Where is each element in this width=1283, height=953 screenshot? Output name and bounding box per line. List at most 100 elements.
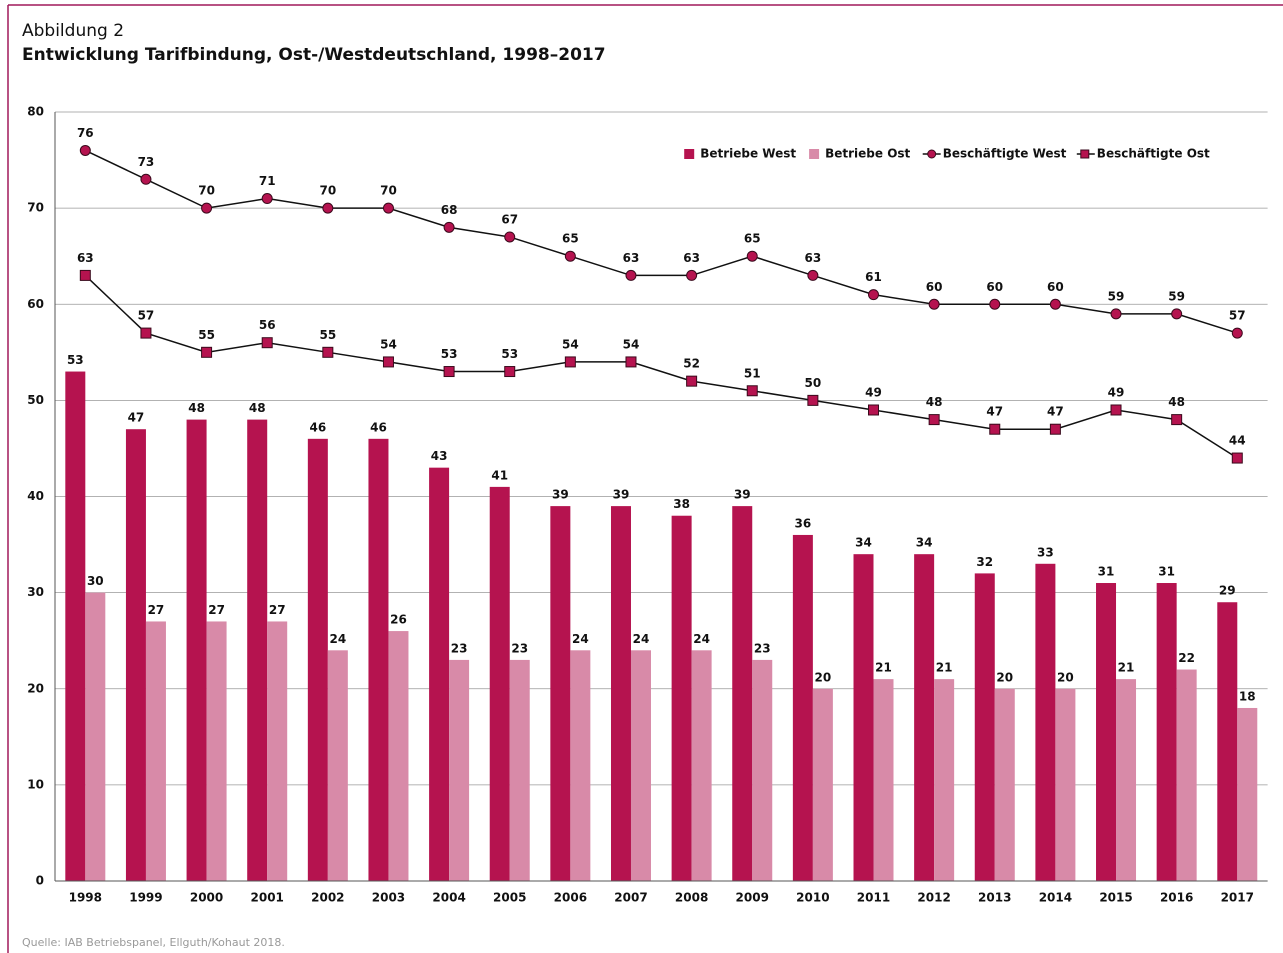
data-label: 44 bbox=[1229, 434, 1246, 448]
marker bbox=[443, 221, 455, 233]
data-label: 57 bbox=[1229, 309, 1246, 323]
data-label: 63 bbox=[77, 251, 94, 265]
x-tick-label: 2004 bbox=[432, 891, 465, 905]
data-label: 70 bbox=[198, 184, 215, 198]
data-label: 59 bbox=[1108, 289, 1125, 303]
legend-label: Betriebe West bbox=[700, 147, 796, 161]
bar bbox=[307, 438, 328, 881]
bar bbox=[994, 688, 1015, 881]
legend-label: Beschäftigte Ost bbox=[1097, 147, 1210, 161]
data-label: 21 bbox=[875, 661, 892, 675]
data-label: 20 bbox=[996, 670, 1013, 684]
y-tick-label: 0 bbox=[36, 874, 44, 888]
data-label: 49 bbox=[1108, 385, 1125, 399]
data-label: 48 bbox=[188, 401, 205, 415]
bar bbox=[812, 688, 833, 881]
data-label: 27 bbox=[208, 603, 225, 617]
data-label: 24 bbox=[693, 632, 710, 646]
bar bbox=[974, 573, 995, 881]
data-label: 39 bbox=[734, 488, 751, 502]
marker bbox=[140, 327, 152, 339]
bar bbox=[691, 650, 712, 881]
bar bbox=[1116, 679, 1137, 881]
y-tick-label: 30 bbox=[27, 585, 44, 599]
legend-marker bbox=[1080, 149, 1090, 159]
bar bbox=[1237, 707, 1258, 881]
bar bbox=[752, 659, 773, 881]
x-tick-label: 2008 bbox=[675, 891, 708, 905]
y-tick-label: 20 bbox=[27, 681, 44, 695]
data-label: 53 bbox=[501, 347, 518, 361]
data-label: 24 bbox=[633, 632, 650, 646]
data-label: 41 bbox=[491, 468, 508, 482]
data-label: 76 bbox=[77, 126, 94, 140]
data-label: 65 bbox=[562, 232, 579, 246]
bar bbox=[85, 592, 106, 881]
data-label: 63 bbox=[805, 251, 822, 265]
marker bbox=[625, 356, 637, 368]
x-tick-label: 2010 bbox=[796, 891, 829, 905]
marker bbox=[1049, 298, 1061, 310]
data-label: 32 bbox=[976, 555, 993, 569]
data-label: 57 bbox=[138, 309, 155, 323]
y-tick-label: 60 bbox=[27, 297, 44, 311]
bar bbox=[145, 621, 166, 881]
data-label: 48 bbox=[926, 395, 943, 409]
data-label: 33 bbox=[1037, 545, 1054, 559]
bar bbox=[792, 534, 813, 881]
bar bbox=[934, 679, 955, 881]
data-label: 48 bbox=[1168, 395, 1185, 409]
bar bbox=[570, 650, 591, 881]
data-label: 38 bbox=[673, 497, 690, 511]
legend-swatch bbox=[684, 149, 695, 159]
marker bbox=[807, 394, 819, 406]
marker bbox=[625, 269, 637, 281]
data-label: 49 bbox=[865, 385, 882, 399]
data-label: 47 bbox=[128, 411, 145, 425]
data-label: 52 bbox=[683, 357, 700, 371]
bar bbox=[873, 679, 894, 881]
data-label: 70 bbox=[380, 184, 397, 198]
x-tick-label: 1999 bbox=[129, 891, 162, 905]
marker bbox=[1231, 452, 1243, 464]
data-label: 27 bbox=[269, 603, 286, 617]
marker bbox=[1110, 308, 1122, 320]
data-label: 60 bbox=[1047, 280, 1064, 294]
bar bbox=[732, 506, 753, 881]
marker bbox=[564, 356, 576, 368]
bar bbox=[206, 621, 227, 881]
data-label: 31 bbox=[1098, 565, 1115, 579]
bar bbox=[267, 621, 288, 881]
data-label: 29 bbox=[1219, 584, 1236, 598]
data-label: 30 bbox=[87, 574, 104, 588]
x-tick-label: 2006 bbox=[554, 891, 587, 905]
chart-title: Entwicklung Tarifbindung, Ost-/Westdeuts… bbox=[22, 45, 606, 65]
bar bbox=[247, 419, 268, 881]
data-label: 55 bbox=[198, 328, 215, 342]
data-label: 22 bbox=[1178, 651, 1195, 665]
data-label: 20 bbox=[1057, 670, 1074, 684]
marker bbox=[564, 250, 576, 262]
data-label: 23 bbox=[511, 641, 528, 655]
x-tick-label: 2007 bbox=[614, 891, 647, 905]
data-label: 47 bbox=[1047, 405, 1064, 419]
marker bbox=[1231, 327, 1243, 339]
x-tick-label: 2016 bbox=[1160, 891, 1193, 905]
bar bbox=[429, 467, 450, 881]
figure-label: Abbildung 2 bbox=[22, 21, 124, 41]
marker bbox=[201, 202, 213, 214]
data-label: 54 bbox=[380, 337, 397, 351]
data-label: 53 bbox=[441, 347, 458, 361]
marker bbox=[443, 366, 455, 378]
marker bbox=[79, 269, 91, 281]
x-tick-label: 2000 bbox=[190, 891, 223, 905]
y-tick-label: 80 bbox=[27, 105, 44, 119]
marker bbox=[261, 337, 273, 349]
data-label: 60 bbox=[926, 280, 943, 294]
data-label: 54 bbox=[562, 337, 579, 351]
y-tick-label: 10 bbox=[27, 777, 44, 791]
data-label: 60 bbox=[986, 280, 1003, 294]
y-tick-label: 40 bbox=[27, 489, 44, 503]
bar bbox=[671, 515, 692, 881]
